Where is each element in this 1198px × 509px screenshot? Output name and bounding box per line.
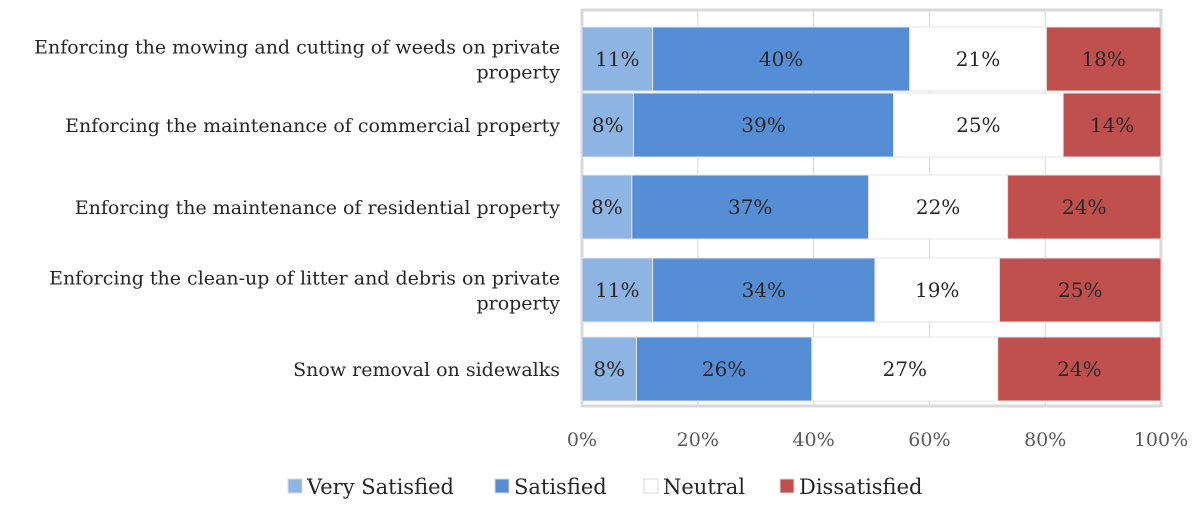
data-label-neutral-row-1: 21%	[956, 47, 1000, 71]
x-tick-20: 20%	[677, 429, 719, 451]
bar-data-labels: 11% 40% 21% 18% 8% 39% 25% 14% 8% 37% 22% 24% 11% 34%…	[591, 47, 1134, 381]
category-label-row-4-line-2: property	[476, 293, 560, 315]
bar-neutral-row-1	[909, 26, 1047, 92]
bar-satisfied-row-4	[652, 257, 876, 323]
bar-dissatisfied-row-2	[1062, 92, 1162, 158]
bar-very-satisfied-row-1	[581, 26, 654, 92]
data-label-neutral-row-5: 27%	[883, 357, 927, 381]
data-label-satisfied-row-4: 34%	[742, 278, 786, 302]
data-label-neutral-row-3: 22%	[916, 195, 960, 219]
data-label-neutral-row-4: 19%	[915, 278, 959, 302]
bar-neutral-row-4	[874, 257, 1000, 323]
data-label-very-satisfied-row-5: 8%	[593, 357, 625, 381]
legend-swatch-dissatisfied	[779, 478, 795, 494]
x-tick-100: 100%	[1134, 429, 1188, 451]
x-axis-tick-labels: 0% 20% 40% 60% 80% 100%	[567, 429, 1188, 451]
data-label-dissatisfied-row-3: 24%	[1062, 195, 1106, 219]
category-label-row-3-line-1: Enforcing the maintenance of residential…	[75, 197, 561, 219]
data-label-dissatisfied-row-2: 14%	[1090, 113, 1134, 137]
category-label-row-1-line-2: property	[476, 62, 560, 84]
bar-satisfied-row-5	[635, 336, 813, 402]
data-label-dissatisfied-row-5: 24%	[1057, 357, 1101, 381]
category-label-row-1-line-1: Enforcing the mowing and cutting of weed…	[34, 37, 560, 59]
bar-dissatisfied-row-1	[1045, 26, 1162, 92]
data-label-satisfied-row-1: 40%	[759, 47, 803, 71]
data-label-very-satisfied-row-3: 8%	[591, 195, 623, 219]
x-tick-80: 80%	[1024, 429, 1066, 451]
category-label-row-2-line-1: Enforcing the maintenance of commercial …	[65, 115, 560, 137]
legend-swatch-neutral	[643, 478, 659, 494]
data-label-neutral-row-2: 25%	[956, 113, 1000, 137]
x-tick-0: 0%	[567, 429, 597, 451]
x-tick-40: 40%	[792, 429, 834, 451]
legend-swatch-very-satisfied	[287, 478, 303, 494]
data-label-satisfied-row-5: 26%	[702, 357, 746, 381]
bar-satisfied-row-1	[652, 26, 911, 92]
bar-neutral-row-5	[811, 336, 999, 402]
bar-neutral-row-2	[893, 92, 1064, 158]
bars	[581, 26, 1162, 402]
data-label-dissatisfied-row-4: 25%	[1058, 278, 1102, 302]
data-label-very-satisfied-row-4: 11%	[595, 278, 639, 302]
bar-very-satisfied-row-5	[581, 336, 637, 402]
bar-very-satisfied-row-2	[581, 92, 635, 158]
bar-satisfied-row-3	[631, 174, 870, 240]
legend-swatch-satisfied	[494, 478, 510, 494]
bar-dissatisfied-row-4	[998, 257, 1162, 323]
legend-label-dissatisfied: Dissatisfied	[799, 475, 922, 499]
bar-dissatisfied-row-3	[1007, 174, 1162, 240]
legend-label-neutral: Neutral	[663, 475, 745, 499]
legend-label-very-satisfied: Very Satisfied	[306, 475, 454, 499]
bar-very-satisfied-row-3	[581, 174, 633, 240]
category-label-row-4-line-1: Enforcing the clean-up of litter and deb…	[49, 268, 560, 290]
data-label-satisfied-row-2: 39%	[741, 113, 785, 137]
data-label-very-satisfied-row-2: 8%	[592, 113, 624, 137]
bar-very-satisfied-row-4	[581, 257, 654, 323]
data-label-satisfied-row-3: 37%	[728, 195, 772, 219]
category-label-row-5-line-1: Snow removal on sidewalks	[293, 359, 560, 381]
category-labels: Enforcing the mowing and cutting of weed…	[34, 37, 560, 382]
bar-satisfied-row-2	[633, 92, 895, 158]
data-label-dissatisfied-row-1: 18%	[1081, 47, 1125, 71]
bar-dissatisfied-row-5	[997, 336, 1162, 402]
x-tick-60: 60%	[908, 429, 950, 451]
legend-label-satisfied: Satisfied	[514, 475, 607, 499]
bar-neutral-row-3	[868, 174, 1009, 240]
legend: Very Satisfied Satisfied Neutral Dissatisfi…	[287, 475, 922, 499]
data-label-very-satisfied-row-1: 11%	[595, 47, 639, 71]
